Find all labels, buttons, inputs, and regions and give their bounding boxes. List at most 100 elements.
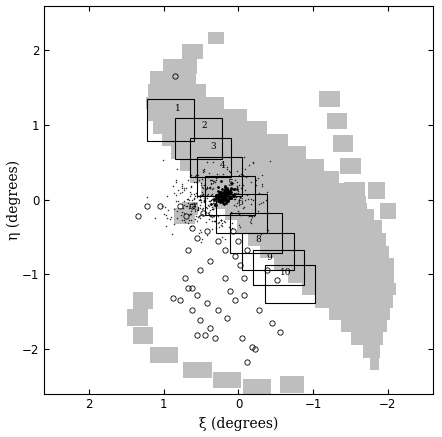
Point xyxy=(221,186,229,193)
Point xyxy=(209,185,216,192)
Point xyxy=(189,196,196,203)
Bar xyxy=(148,99,194,142)
Point xyxy=(214,220,221,227)
Point xyxy=(222,191,229,198)
Point xyxy=(210,212,217,219)
Point xyxy=(206,184,213,191)
Point xyxy=(221,187,228,194)
Point xyxy=(151,214,158,221)
Point xyxy=(183,195,191,202)
Point xyxy=(221,189,228,196)
Point xyxy=(186,197,193,204)
Point xyxy=(179,185,186,192)
Point xyxy=(191,178,198,185)
Point xyxy=(235,197,242,204)
Point xyxy=(221,183,228,190)
Bar xyxy=(190,139,231,177)
Point xyxy=(196,212,203,219)
Bar xyxy=(315,295,393,308)
Point xyxy=(221,196,228,203)
Point xyxy=(206,212,213,219)
Bar xyxy=(253,250,304,285)
Point xyxy=(171,205,178,212)
Point xyxy=(215,195,222,202)
Bar xyxy=(162,134,288,146)
Point xyxy=(191,192,198,199)
Point xyxy=(204,184,211,191)
Point xyxy=(215,190,222,197)
Point xyxy=(224,197,231,204)
Text: 3: 3 xyxy=(210,142,216,151)
Point xyxy=(248,178,255,185)
Text: 7: 7 xyxy=(248,216,253,225)
Point xyxy=(199,210,206,217)
Bar xyxy=(198,157,242,196)
Point xyxy=(248,201,255,208)
Point xyxy=(215,212,222,219)
Point xyxy=(172,178,179,185)
Point xyxy=(196,177,203,184)
Point xyxy=(229,209,236,216)
Point xyxy=(226,194,233,201)
Point xyxy=(218,194,225,201)
Point xyxy=(184,177,191,184)
Point xyxy=(210,206,217,213)
Point xyxy=(216,193,223,200)
Point xyxy=(196,212,203,218)
Point xyxy=(225,187,232,194)
Point xyxy=(199,185,206,192)
Point xyxy=(217,217,225,224)
Point xyxy=(185,217,192,224)
Point xyxy=(209,206,216,213)
Point xyxy=(210,195,217,202)
Point xyxy=(203,191,210,198)
Bar xyxy=(213,372,241,388)
Point xyxy=(230,186,237,193)
Point xyxy=(226,189,233,196)
Point xyxy=(229,192,236,199)
Point xyxy=(240,172,247,179)
Point xyxy=(204,201,211,208)
Point xyxy=(257,200,264,207)
Point xyxy=(198,191,206,198)
Point xyxy=(222,199,229,206)
Text: 6: 6 xyxy=(237,198,243,207)
Point xyxy=(193,174,200,181)
Point xyxy=(212,202,219,209)
Point xyxy=(205,215,212,222)
Point xyxy=(199,191,206,198)
Point xyxy=(213,174,220,181)
Point xyxy=(222,198,229,205)
Point xyxy=(199,212,206,218)
Point xyxy=(234,183,241,190)
Point xyxy=(172,177,179,184)
Point xyxy=(216,193,223,200)
Point xyxy=(247,219,254,226)
Point xyxy=(198,198,205,205)
Point xyxy=(197,227,204,234)
Bar xyxy=(363,345,380,358)
Point xyxy=(200,166,207,173)
Point xyxy=(218,194,225,201)
Point xyxy=(201,197,208,204)
Point xyxy=(202,203,210,210)
Point xyxy=(212,195,219,202)
Point xyxy=(215,173,222,180)
Point xyxy=(236,211,244,218)
Point xyxy=(252,205,259,212)
Point xyxy=(187,188,194,195)
Bar xyxy=(319,90,340,107)
Point xyxy=(241,186,248,193)
Point xyxy=(219,197,226,204)
Bar xyxy=(153,121,267,134)
Point xyxy=(210,177,217,184)
Point xyxy=(182,184,189,191)
Bar xyxy=(351,333,382,345)
Point xyxy=(224,163,231,170)
Point xyxy=(205,191,212,198)
Point xyxy=(201,167,208,174)
Point xyxy=(223,195,230,202)
Point xyxy=(235,190,242,197)
Point xyxy=(236,194,244,201)
Point xyxy=(162,212,169,219)
